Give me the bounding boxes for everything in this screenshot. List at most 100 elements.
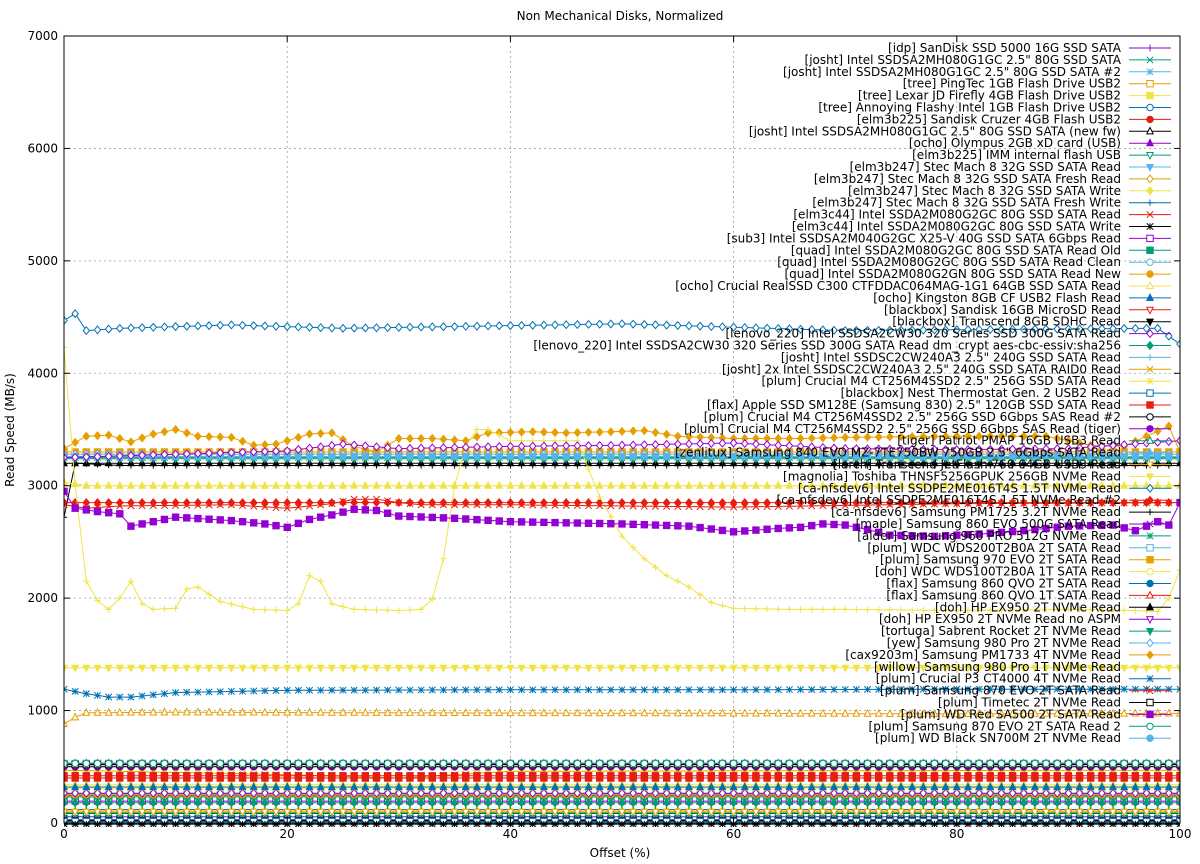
data-point [93, 788, 102, 798]
data-point [919, 798, 928, 808]
data-point [272, 788, 280, 798]
data-point [1031, 798, 1039, 808]
data-point [528, 788, 537, 798]
data-point [517, 798, 526, 808]
data-point [182, 798, 191, 808]
data-point [1153, 798, 1162, 808]
data-point [1153, 788, 1162, 798]
data-point [160, 788, 169, 798]
data-point [171, 788, 180, 798]
data-point [216, 798, 225, 808]
data-point [1086, 798, 1095, 808]
series-25 [64, 798, 1180, 808]
data-point [941, 798, 950, 808]
data-point [473, 788, 481, 798]
data-point [986, 798, 995, 808]
data-point [305, 798, 314, 808]
data-point [383, 798, 392, 808]
data-point [138, 788, 146, 798]
data-point [517, 788, 526, 798]
data-point [830, 798, 838, 808]
data-point [115, 788, 124, 798]
data-point [540, 788, 548, 798]
data-point [1131, 788, 1140, 798]
data-point [1064, 798, 1073, 808]
data-point [138, 798, 146, 808]
data-point [1142, 798, 1151, 808]
data-point [160, 798, 169, 808]
data-point [718, 788, 727, 798]
data-point [852, 798, 861, 808]
data-point [506, 788, 515, 798]
data-point [261, 798, 269, 808]
data-point [930, 788, 939, 798]
data-point [908, 798, 917, 808]
data-point [238, 798, 247, 808]
data-point [406, 788, 414, 798]
data-point [495, 788, 504, 798]
data-point [629, 798, 638, 808]
data-point [796, 788, 805, 798]
data-point [1164, 798, 1173, 808]
data-point [417, 798, 425, 808]
data-point [874, 788, 883, 798]
data-point [606, 798, 615, 808]
data-point [361, 788, 370, 798]
data-point [606, 788, 615, 798]
data-point [439, 798, 448, 808]
data-point [294, 788, 303, 798]
data-point [584, 798, 593, 808]
data-point [651, 788, 660, 798]
data-point [863, 788, 872, 798]
data-point [1098, 788, 1106, 798]
data-point [473, 798, 481, 808]
data-point [1064, 788, 1073, 798]
data-point [1109, 798, 1117, 808]
data-point [383, 788, 392, 798]
data-point [115, 798, 124, 808]
data-point [194, 798, 202, 808]
data-point [283, 798, 292, 808]
data-point [640, 798, 649, 808]
data-point [696, 788, 704, 798]
data-point [651, 798, 660, 808]
data-point [1086, 788, 1095, 798]
data-point [238, 788, 247, 798]
data-point [71, 788, 80, 798]
data-point [964, 788, 972, 798]
data-point [807, 798, 816, 808]
data-point [450, 788, 459, 798]
data-point [1075, 798, 1084, 808]
data-point [785, 788, 794, 798]
data-point [897, 788, 905, 798]
data-point [1008, 788, 1017, 798]
data-point [707, 798, 716, 808]
data-point [1176, 817, 1180, 826]
data-point [450, 798, 459, 808]
data-point [707, 788, 716, 798]
data-point [205, 788, 213, 798]
data-point [316, 798, 325, 808]
data-point [64, 788, 68, 798]
data-point [327, 788, 336, 798]
data-point [1008, 798, 1017, 808]
data-point [819, 788, 827, 798]
data-point [863, 798, 872, 808]
data-point [1131, 798, 1140, 808]
data-point [461, 798, 470, 808]
data-point [1120, 798, 1129, 808]
data-point [1109, 788, 1117, 798]
data-point [1176, 788, 1180, 798]
data-point [104, 798, 113, 808]
data-point [339, 788, 347, 798]
data-point [595, 798, 604, 808]
data-point [763, 788, 771, 798]
data-point [249, 788, 258, 798]
data-point [182, 788, 191, 798]
data-point [82, 788, 91, 798]
data-point [774, 798, 783, 808]
data-point [941, 788, 950, 798]
data-point [830, 788, 838, 798]
data-point [1019, 798, 1028, 808]
data-point [1031, 788, 1039, 798]
